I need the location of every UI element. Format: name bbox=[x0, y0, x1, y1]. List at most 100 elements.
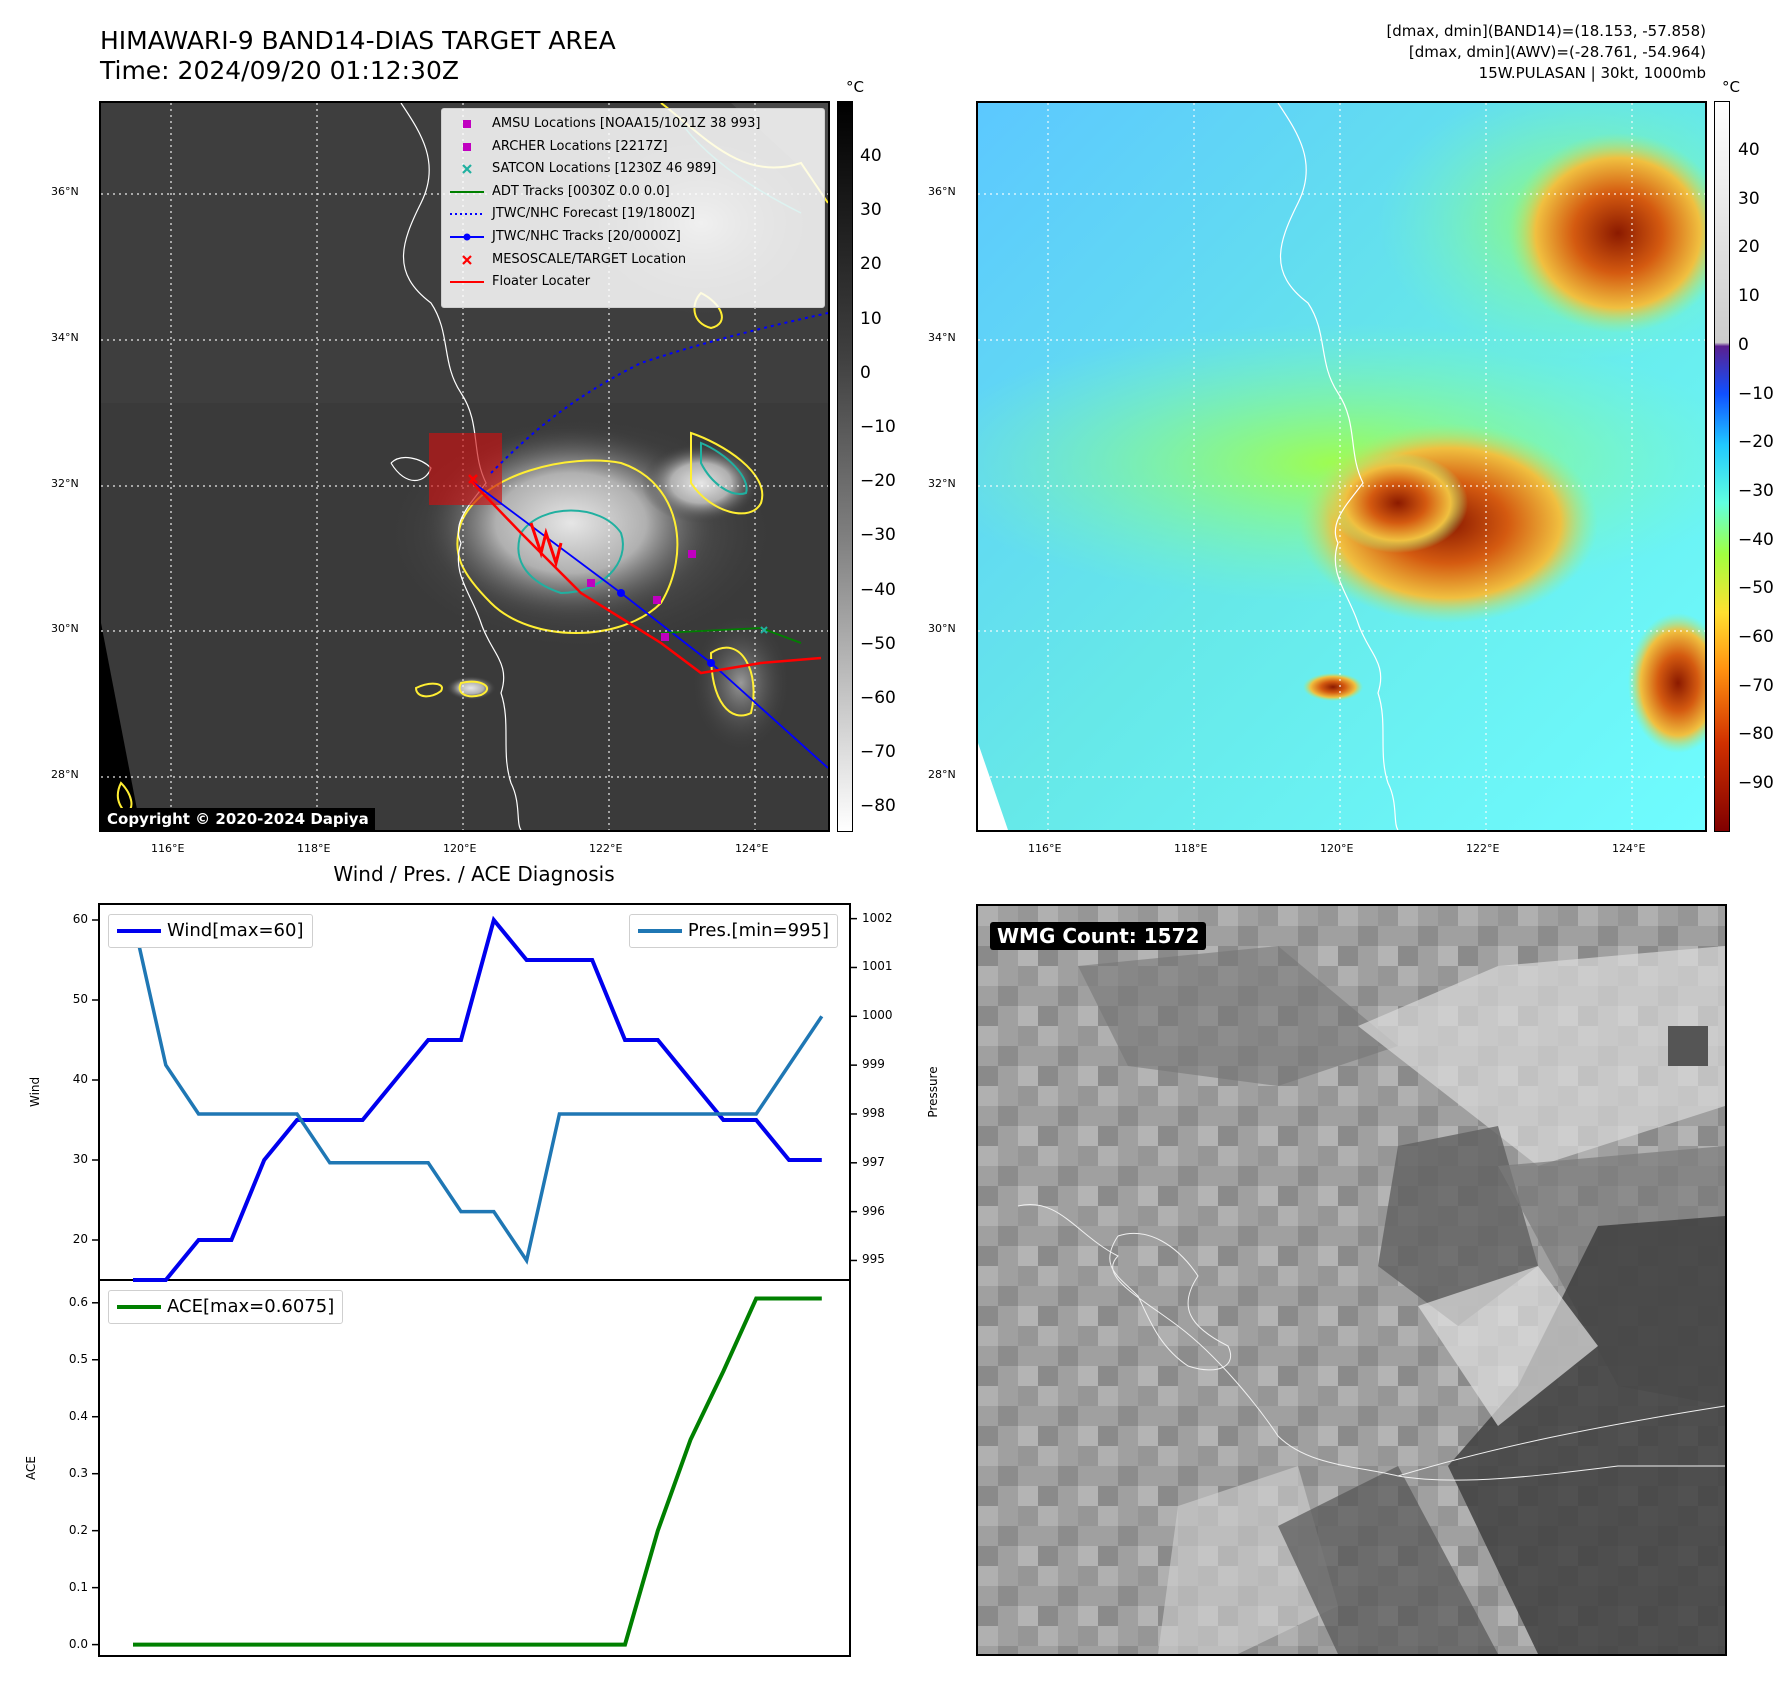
colorbar-tick-label: 40 bbox=[1738, 140, 1760, 160]
copyright-label: Copyright © 2020-2024 Dapiya bbox=[101, 808, 375, 830]
legend-label: SATCON Locations [1230Z 46 989] bbox=[492, 161, 717, 177]
colorbar-tick-label: −60 bbox=[860, 688, 896, 708]
lat-tick-label: 36°N bbox=[928, 185, 956, 198]
storm-info: 15W.PULASAN | 30kt, 1000mb bbox=[1478, 64, 1706, 82]
legend-symbol-icon bbox=[463, 142, 471, 151]
wmg-count-label: WMG Count: 1572 bbox=[990, 922, 1207, 950]
y-tick-label: 50 bbox=[72, 992, 88, 1006]
lat-tick-label: 28°N bbox=[51, 768, 79, 781]
lon-tick-label: 120°E bbox=[1320, 842, 1354, 855]
legend-item: Floater Locater bbox=[442, 271, 824, 294]
colorbar-tick-label: −30 bbox=[1738, 480, 1774, 501]
y-tick-label: 40 bbox=[72, 1072, 88, 1086]
left-colorbar bbox=[837, 101, 853, 832]
wmg-image bbox=[978, 906, 1725, 1654]
y-tick-label: 20 bbox=[72, 1232, 88, 1246]
colorbar-tick-label: −30 bbox=[860, 525, 896, 546]
lon-tick-label: 120°E bbox=[443, 842, 477, 855]
y-tick-label: 1002 bbox=[862, 910, 893, 925]
wind-legend-label: Wind[max=60] bbox=[167, 920, 304, 941]
ace-series-line bbox=[133, 1296, 822, 1647]
legend-item: JTWC/NHC Forecast [19/1800Z] bbox=[442, 203, 824, 226]
colorbar-tick-label: −70 bbox=[860, 742, 896, 763]
lat-tick-label: 32°N bbox=[928, 477, 956, 490]
y-tick-label: 1000 bbox=[862, 1008, 893, 1023]
awv-map-image bbox=[978, 103, 1705, 830]
colorbar-tick-label: 10 bbox=[1738, 286, 1760, 307]
legend-item: JTWC/NHC Tracks [20/0000Z] bbox=[442, 226, 824, 249]
legend-symbol-icon bbox=[450, 233, 484, 241]
lon-tick-label: 118°E bbox=[297, 842, 331, 855]
ace-axis-label: ACE bbox=[24, 1456, 38, 1480]
colorbar-tick-label: −80 bbox=[1738, 724, 1774, 745]
left-colorbar-unit: °C bbox=[846, 78, 864, 96]
legend-symbol-icon bbox=[450, 190, 484, 193]
y-tick-label: 0.1 bbox=[68, 1579, 88, 1594]
y-tick-label: 997 bbox=[862, 1154, 885, 1169]
colorbar-tick-label: 30 bbox=[1738, 188, 1760, 209]
legend-symbol-icon bbox=[462, 254, 472, 265]
legend-symbol-icon bbox=[450, 281, 484, 284]
awv-map-panel bbox=[976, 101, 1707, 832]
lat-tick-label: 34°N bbox=[928, 331, 956, 344]
colorbar-tick-label: −50 bbox=[1738, 578, 1774, 599]
chart-title: HIMAWARI-9 BAND14-DIAS TARGET AREA bbox=[100, 26, 616, 55]
colorbar-tick-label: 30 bbox=[860, 200, 882, 221]
pressure-legend: Pres.[min=995] bbox=[628, 914, 838, 948]
ir-map-panel: Copyright © 2020-2024 Dapiya AMSU Locati… bbox=[99, 101, 830, 832]
lat-tick-label: 30°N bbox=[51, 622, 79, 635]
lon-tick-label: 124°E bbox=[735, 842, 769, 855]
y-tick-label: 0.2 bbox=[68, 1522, 88, 1537]
pressure-series-line bbox=[131, 918, 824, 1265]
wind-axis-label: Wind bbox=[28, 1076, 42, 1107]
y-tick-label: 0.3 bbox=[68, 1465, 88, 1480]
colorbar-tick-label: −10 bbox=[860, 417, 896, 437]
map-legend: AMSU Locations [NOAA15/1021Z 38 993] ARCH… bbox=[441, 108, 825, 308]
y-tick-label: 1001 bbox=[862, 959, 893, 974]
colorbar-tick-label: −90 bbox=[1738, 773, 1774, 794]
legend-label: Floater Locater bbox=[492, 274, 591, 290]
lat-tick-label: 28°N bbox=[928, 768, 956, 781]
y-tick-label: 0.5 bbox=[68, 1351, 88, 1366]
y-tick-label: 0.4 bbox=[68, 1408, 88, 1423]
pressure-legend-label: Pres.[min=995] bbox=[687, 920, 829, 941]
lat-tick-label: 34°N bbox=[51, 331, 79, 344]
colorbar-tick-label: −10 bbox=[1738, 383, 1774, 404]
y-tick-label: 995 bbox=[862, 1252, 885, 1267]
colorbar-tick-label: 20 bbox=[860, 254, 882, 275]
lon-tick-label: 116°E bbox=[1028, 842, 1062, 855]
y-tick-label: 60 bbox=[72, 912, 88, 926]
lon-tick-label: 122°E bbox=[1466, 842, 1500, 855]
legend-item: SATCON Locations [1230Z 46 989] bbox=[442, 158, 824, 181]
legend-label: JTWC/NHC Tracks [20/0000Z] bbox=[492, 228, 681, 244]
legend-label: JTWC/NHC Forecast [19/1800Z] bbox=[492, 206, 695, 222]
colorbar-tick-label: 0 bbox=[860, 362, 871, 383]
diagnosis-title: Wind / Pres. / ACE Diagnosis bbox=[333, 862, 615, 886]
colorbar-tick-label: −40 bbox=[1738, 529, 1774, 550]
pressure-axis-label: Pressure bbox=[926, 1066, 940, 1118]
wind-series-line bbox=[133, 915, 822, 1282]
colorbar-tick-label: −40 bbox=[860, 579, 896, 600]
legend-item: ADT Tracks [0030Z 0.0 0.0] bbox=[442, 181, 824, 204]
y-tick-label: 999 bbox=[862, 1057, 885, 1072]
band14-range: [dmax, dmin](BAND14)=(18.153, -57.858) bbox=[1386, 22, 1706, 40]
legend-symbol-icon bbox=[462, 164, 472, 174]
lon-tick-label: 124°E bbox=[1612, 842, 1646, 855]
right-colorbar bbox=[1714, 101, 1730, 832]
time-label: Time: 2024/09/20 01:12:30Z bbox=[100, 56, 459, 85]
wind-legend: Wind[max=60] bbox=[108, 914, 313, 948]
y-tick-label: 998 bbox=[862, 1105, 885, 1120]
ace-legend: ACE[max=0.6075] bbox=[108, 1290, 344, 1324]
colorbar-tick-label: −70 bbox=[1738, 675, 1774, 696]
awv-range: [dmax, dmin](AWV)=(-28.761, -54.964) bbox=[1408, 43, 1706, 61]
lat-tick-label: 32°N bbox=[51, 477, 79, 490]
legend-item: MESOSCALE/TARGET Location bbox=[442, 249, 824, 272]
colorbar-tick-label: 20 bbox=[1738, 237, 1760, 258]
lat-tick-label: 36°N bbox=[51, 185, 79, 198]
legend-label: AMSU Locations [NOAA15/1021Z 38 993] bbox=[492, 116, 761, 131]
lon-tick-label: 118°E bbox=[1174, 842, 1208, 855]
legend-item: ARCHER Locations [2217Z] bbox=[442, 136, 824, 159]
colorbar-tick-label: −80 bbox=[860, 796, 896, 817]
right-colorbar-unit: °C bbox=[1722, 78, 1740, 96]
